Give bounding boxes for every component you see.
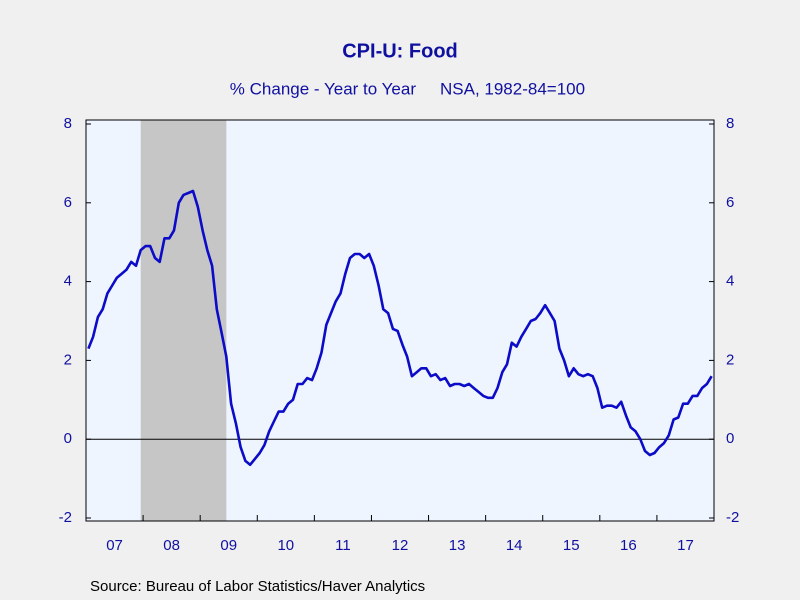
subtitle: NSA, 1982-84=100 xyxy=(440,79,585,98)
x-tick-label: 12 xyxy=(392,537,409,554)
y2-tick-label: 4 xyxy=(726,273,734,290)
subtitle: % Change - Year to Year xyxy=(230,79,417,98)
data-line xyxy=(87,189,713,467)
x-tick-label: 08 xyxy=(163,537,180,554)
y2-tick-label: 2 xyxy=(726,351,734,368)
y-tick-label: 4 xyxy=(64,273,72,290)
y2-tick-label: -2 xyxy=(726,509,739,526)
y2-tick-label: 6 xyxy=(726,194,734,211)
source: Source: Bureau of Labor Statistics/Haver… xyxy=(90,578,425,595)
y2-tick-label: 0 xyxy=(726,430,734,447)
y-tick-label: 6 xyxy=(64,194,72,211)
chart-title: CPI-U: Food xyxy=(342,40,458,62)
x-tick-label: 07 xyxy=(106,537,123,554)
x-tick-label: 17 xyxy=(677,537,694,554)
y2-tick-label: 8 xyxy=(726,115,734,132)
x-tick-label: 09 xyxy=(220,537,237,554)
y-tick-label: 2 xyxy=(64,351,72,368)
x-tick-label: 11 xyxy=(335,537,351,554)
x-tick-label: 15 xyxy=(563,537,580,554)
x-tick-label: 10 xyxy=(277,537,294,554)
shaded-range xyxy=(140,120,227,521)
x-tick-label: 13 xyxy=(449,537,466,554)
y-tick-label: 8 xyxy=(64,115,72,132)
x-tick-label: 14 xyxy=(506,537,523,554)
plot-frame xyxy=(85,119,715,522)
y-tick-label: -2 xyxy=(59,509,72,526)
x-tick-label: 16 xyxy=(620,537,637,554)
y-tick-label: 0 xyxy=(64,430,72,447)
